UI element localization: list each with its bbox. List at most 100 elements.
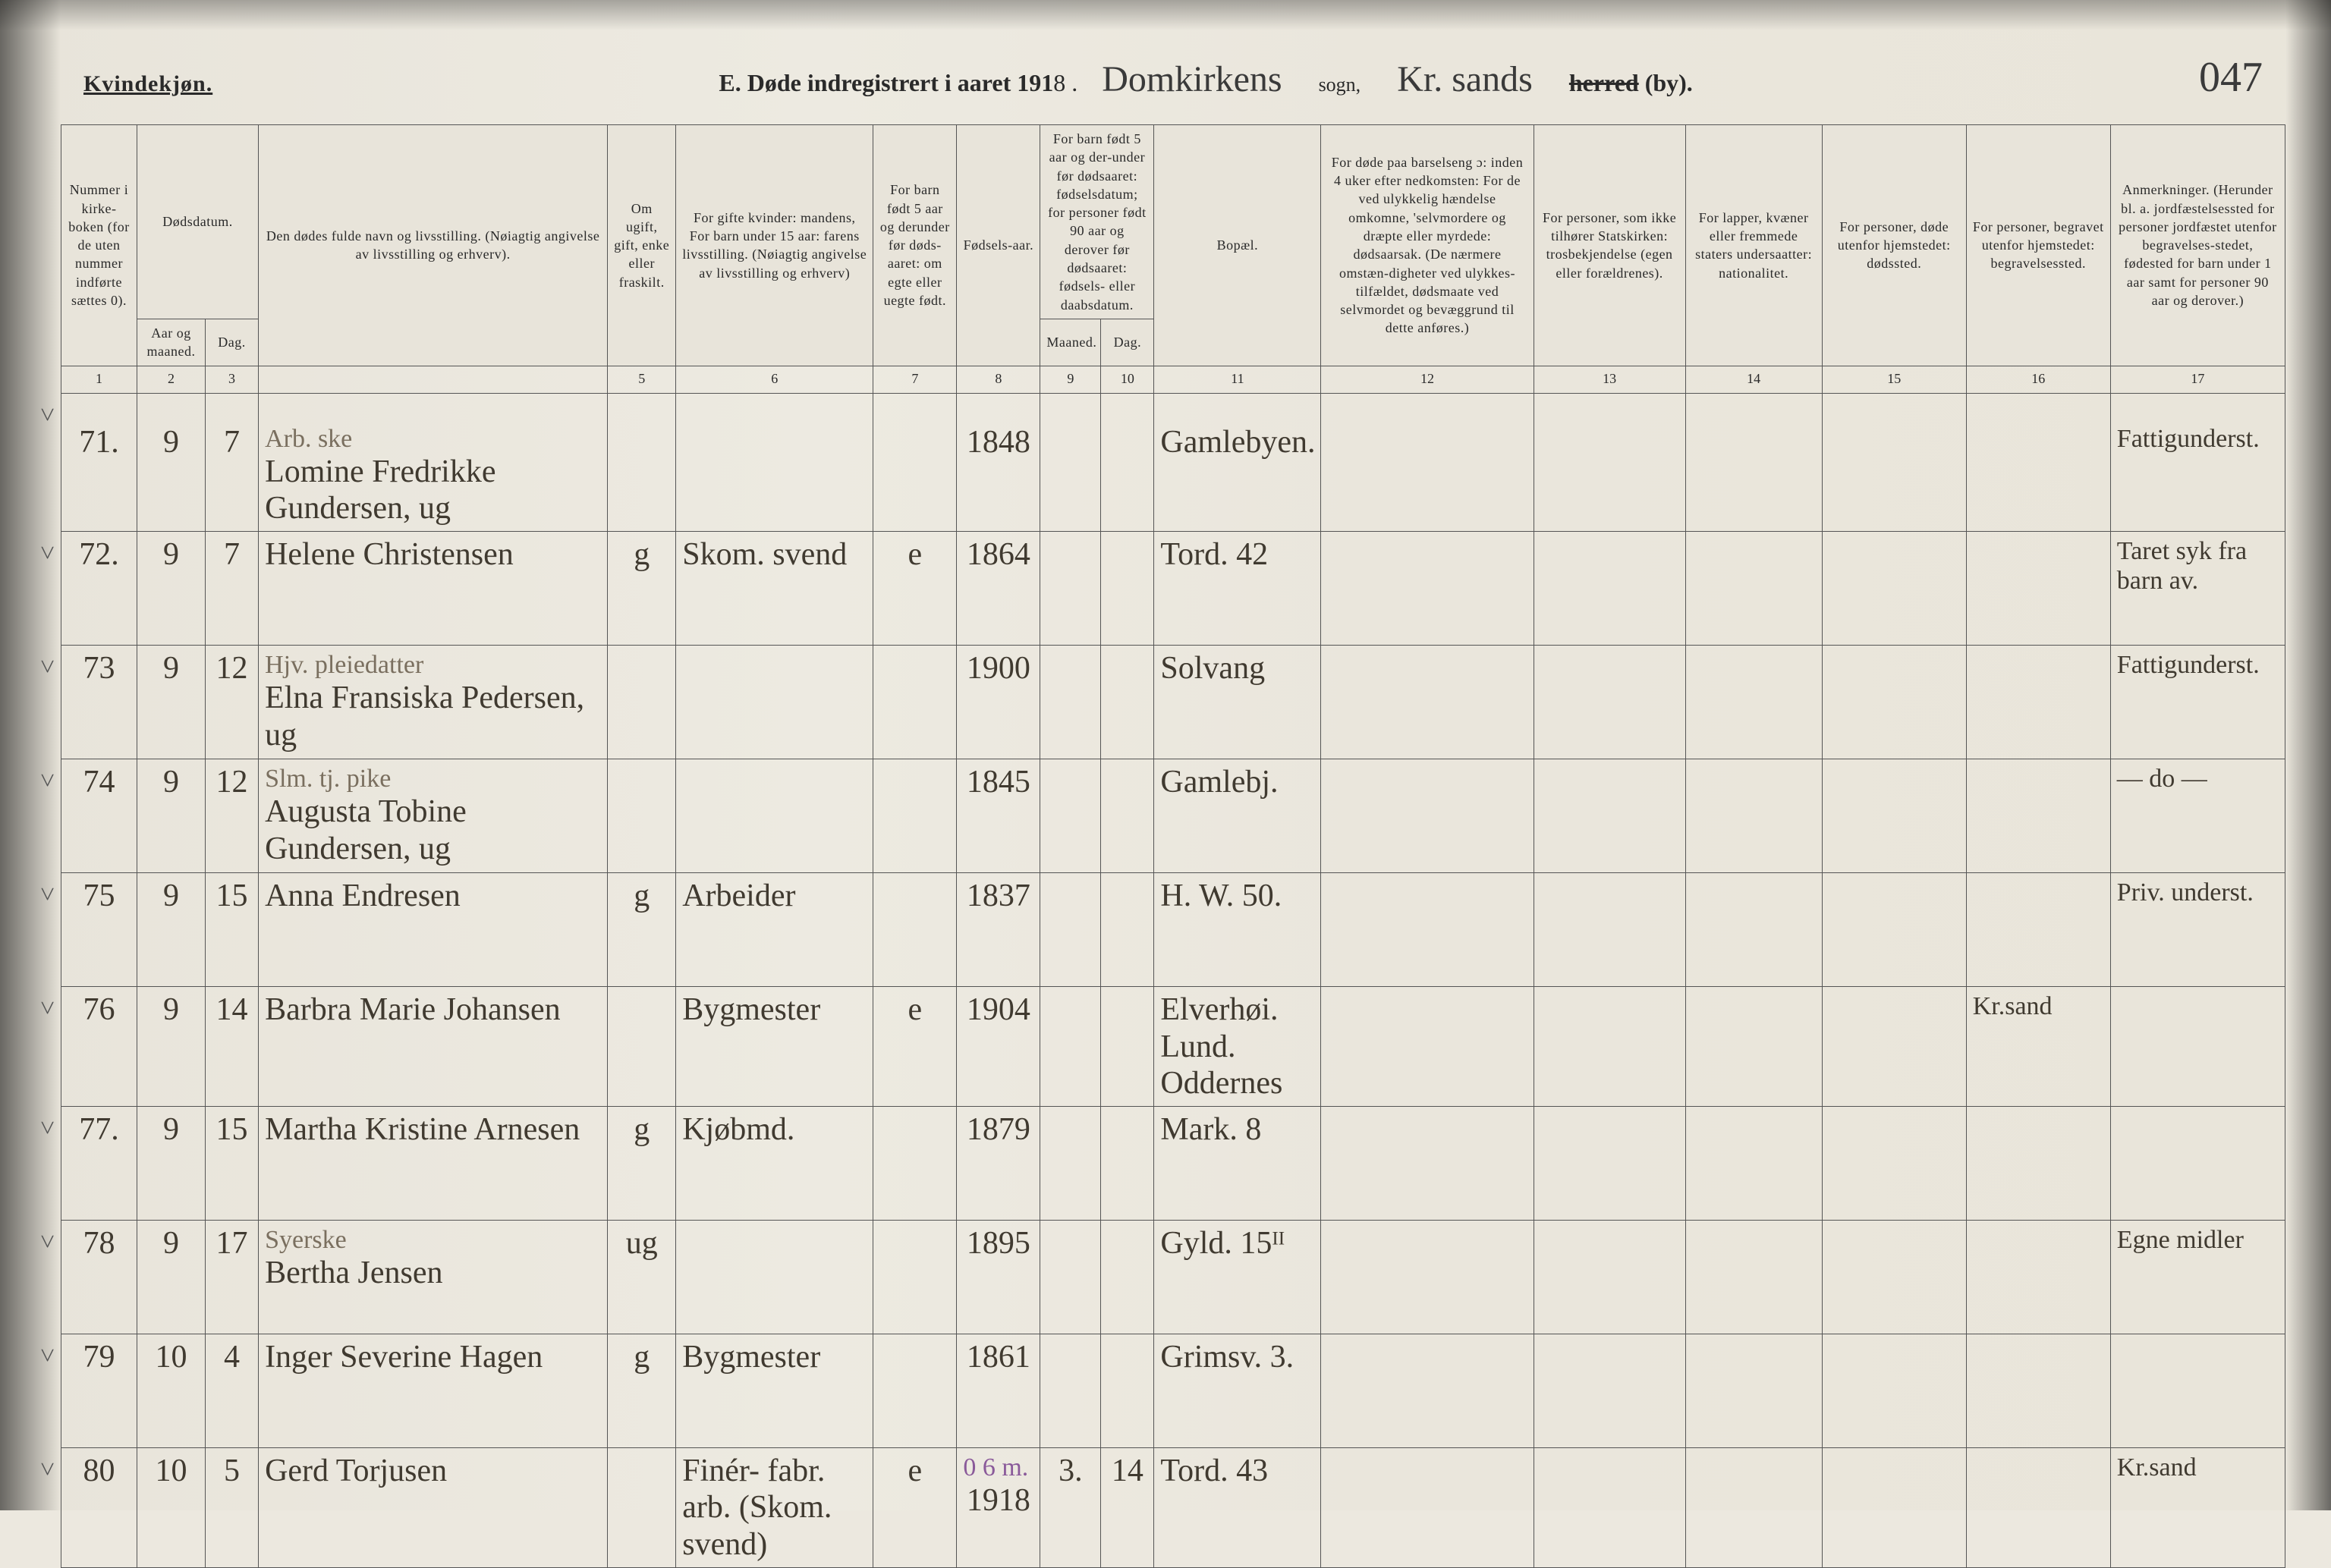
checkmark-icon: ˅ — [40, 539, 55, 568]
table-cell — [1822, 646, 1966, 759]
table-cell — [1534, 532, 1685, 646]
table-cell — [1101, 987, 1154, 1107]
cell-value: 1861 — [963, 1339, 1033, 1375]
table-cell — [676, 393, 873, 532]
table-cell: 14 — [1101, 1448, 1154, 1568]
table-cell — [873, 1334, 957, 1448]
col-header: Bopæl. — [1154, 125, 1321, 366]
table-cell: Kr.sand — [1966, 987, 2110, 1107]
cell-value: 10 — [143, 1339, 199, 1375]
checkmark-icon: ˅ — [40, 1228, 55, 1257]
table-cell: 79˅ — [61, 1334, 137, 1448]
table-cell: 17 — [206, 1221, 259, 1334]
table-cell — [1101, 1221, 1154, 1334]
table-cell — [1685, 1107, 1822, 1221]
table-cell: 9 — [137, 759, 206, 873]
table-row: 80˅105Gerd TorjusenFinér- fabr. arb. (Sk… — [61, 1448, 2285, 1568]
register-table: Nummer i kirke-boken (for de uten nummer… — [61, 124, 2285, 1568]
table-cell: Tord. 42 — [1154, 532, 1321, 646]
table-cell — [1040, 987, 1101, 1107]
table-cell: Elverhøi. Lund. Oddernes — [1154, 987, 1321, 1107]
colnum: 10 — [1101, 366, 1154, 393]
table-cell: 71.˅ — [61, 393, 137, 532]
table-cell: 77.˅ — [61, 1107, 137, 1221]
table-cell — [1101, 646, 1154, 759]
cell-value: 7 — [212, 424, 252, 460]
cell-value: Tord. 42 — [1160, 536, 1314, 573]
table-cell: — do — — [2110, 759, 2285, 873]
table-cell — [1321, 759, 1534, 873]
cell-value: Taret syk fra barn av. — [2117, 536, 2279, 595]
table-cell — [1534, 393, 1685, 532]
cell-value: 7 — [212, 536, 252, 573]
cell-value: 1904 — [963, 991, 1033, 1028]
table-cell — [1321, 646, 1534, 759]
table-cell — [1040, 1221, 1101, 1334]
table-cell — [1966, 759, 2110, 873]
table-cell: 73˅ — [61, 646, 137, 759]
checkmark-icon: ˅ — [40, 653, 55, 682]
table-row: 75˅915Anna EndresengArbeider1837H. W. 50… — [61, 873, 2285, 987]
cell-value: Bertha Jensen — [265, 1255, 601, 1291]
table-cell: 80˅ — [61, 1448, 137, 1568]
col-header: Dødsdatum. — [137, 125, 259, 319]
table-cell: 1845 — [957, 759, 1040, 873]
table-cell — [2110, 1334, 2285, 1448]
table-cell: e — [873, 1448, 957, 1568]
table-cell — [608, 1448, 676, 1568]
table-cell — [1966, 1448, 2110, 1568]
table-cell — [2110, 987, 2285, 1107]
table-cell: 75˅ — [61, 873, 137, 987]
cell-value: Gyld. 15ᴵᴵ — [1160, 1225, 1314, 1262]
table-row: 74˅912Slm. tj. pikeAugusta Tobine Gunder… — [61, 759, 2285, 873]
colnum: 8 — [957, 366, 1040, 393]
table-cell: Solvang — [1154, 646, 1321, 759]
cell-value: 1895 — [963, 1225, 1033, 1262]
cell-value: 9 — [143, 650, 199, 687]
cell-value: 14 — [1107, 1453, 1147, 1489]
table-cell: Mark. 8 — [1154, 1107, 1321, 1221]
col-header: For personer, begravet utenfor hjemstede… — [1966, 125, 2110, 366]
table-cell: ug — [608, 1221, 676, 1334]
table-cell: Priv. underst. — [2110, 873, 2285, 987]
table-cell: e — [873, 987, 957, 1107]
table-cell: 10 — [137, 1334, 206, 1448]
col-subheader: Maaned. — [1040, 319, 1101, 366]
colnum: 5 — [608, 366, 676, 393]
cell-value: Gamlebj. — [1160, 764, 1314, 800]
gender-label: Kvindekjøn. — [83, 71, 212, 97]
table-cell: 9 — [137, 646, 206, 759]
table-cell — [1321, 532, 1534, 646]
table-cell: Barbra Marie Johansen — [259, 987, 608, 1107]
table-cell: H. W. 50. — [1154, 873, 1321, 987]
table-cell — [1534, 759, 1685, 873]
cell-value: Egne midler — [2117, 1225, 2279, 1255]
table-cell: 9 — [137, 393, 206, 532]
cell-value: Gerd Torjusen — [265, 1453, 601, 1489]
cell-value: Solvang — [1160, 650, 1314, 687]
colnum — [259, 366, 608, 393]
table-cell — [1101, 759, 1154, 873]
cell-value: Martha Kristine Arnesen — [265, 1111, 601, 1148]
table-cell — [1822, 759, 1966, 873]
table-cell: 14 — [206, 987, 259, 1107]
table-cell — [1966, 1107, 2110, 1221]
cell-value: Bygmester — [682, 1339, 867, 1375]
register-page: Kvindekjøn. E. Døde indregistrert i aare… — [0, 0, 2331, 1510]
cell-value: g — [614, 1339, 669, 1375]
table-cell: Anna Endresen — [259, 873, 608, 987]
page-shadow-right — [2285, 0, 2331, 1510]
table-cell — [1822, 393, 1966, 532]
col-header: For lapper, kvæner eller fremmede stater… — [1685, 125, 1822, 366]
cell-value: 10 — [143, 1453, 199, 1489]
page-shadow-top — [0, 0, 2331, 30]
colnum: 3 — [206, 366, 259, 393]
table-cell — [1685, 393, 1822, 532]
table-cell: Kjøbmd. — [676, 1107, 873, 1221]
table-cell: 7 — [206, 532, 259, 646]
table-header: Nummer i kirke-boken (for de uten nummer… — [61, 125, 2285, 394]
table-cell — [873, 759, 957, 873]
table-cell — [1685, 1221, 1822, 1334]
title-row: Kvindekjøn. E. Døde indregistrert i aare… — [61, 53, 2285, 124]
colnum: 12 — [1321, 366, 1534, 393]
